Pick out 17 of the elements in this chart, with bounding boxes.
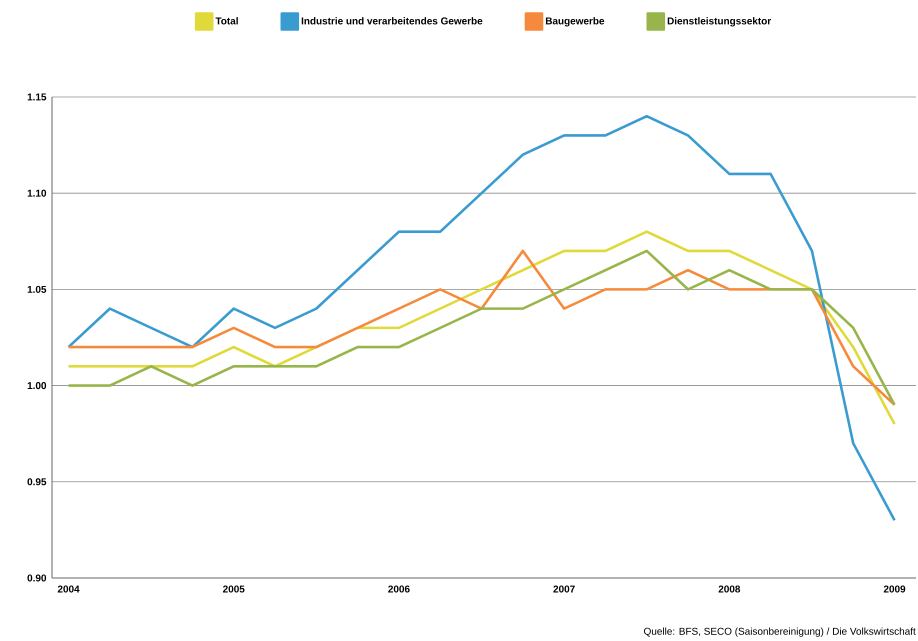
y-tick-label: 1.00 (28, 382, 46, 390)
y-tick-label: 0.90 (27, 574, 46, 582)
x-tick-label: 2005 (222, 585, 245, 593)
x-tick-label: 2004 (58, 585, 80, 593)
y-tick-label: 1.05 (28, 286, 46, 293)
source-note: Quelle: BFS, SECO (Saisonbereinigung) / Die Volkswirtschaft (644, 628, 916, 637)
x-tick-label: 2007 (553, 585, 575, 593)
y-tick-label: 1.10 (28, 190, 46, 197)
legend-label: Dienstleistungssektor (668, 17, 772, 26)
legend-label: Total (216, 17, 238, 24)
x-tick-label: 2009 (884, 585, 906, 593)
x-tick-label: 2006 (388, 585, 410, 593)
legend-label: Baugewerbe (546, 17, 604, 26)
x-tick-label: 2008 (718, 585, 740, 593)
legend-label: Industrie und verarbeitendes Gewerbe (302, 17, 482, 24)
y-tick-label: 0.95 (27, 478, 46, 486)
y-tick-label: 1.15 (28, 94, 46, 100)
